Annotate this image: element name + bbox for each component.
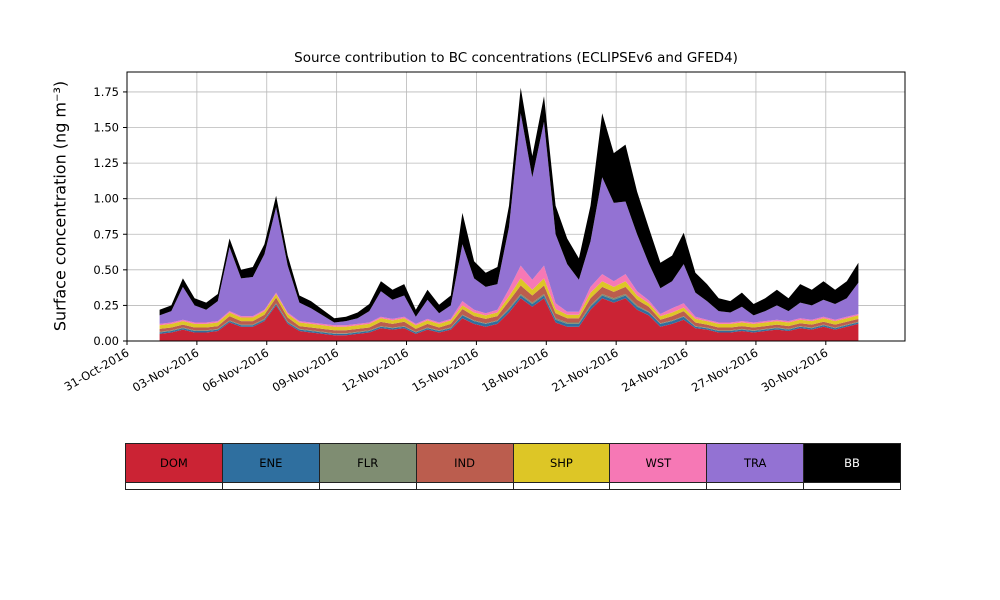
legend-item-bb: BB	[804, 444, 900, 482]
y-tick-label: 1.50	[93, 121, 119, 135]
y-tick-label: 0.00	[93, 334, 119, 348]
area-BB	[159, 87, 859, 323]
y-tick-label: 1.25	[93, 156, 119, 170]
legend-label-ene: ENE	[259, 456, 283, 470]
area-IND	[159, 285, 859, 334]
legend-spacer	[416, 482, 514, 489]
legend-spacer	[513, 482, 611, 489]
legend-label-tra: TRA	[743, 456, 767, 470]
chart-title: Source contribution to BC concentrations…	[294, 50, 738, 66]
y-tick-label: 0.75	[93, 227, 119, 241]
x-tick-label: 27-Nov-2016	[689, 345, 760, 394]
legend-label-ind: IND	[454, 456, 475, 470]
x-tick-label: 03-Nov-2016	[130, 345, 201, 394]
area-SHP	[159, 278, 859, 331]
legend-spacer	[126, 482, 223, 489]
plot-border	[126, 71, 906, 342]
y-tick-label: 0.50	[93, 263, 119, 277]
legend-spacer-row	[126, 482, 900, 489]
area-DOM	[159, 298, 859, 341]
y-tick-label: 0.25	[93, 298, 119, 312]
legend-label-flr: FLR	[357, 456, 379, 470]
legend-spacer	[707, 482, 805, 489]
x-tick-label: 09-Nov-2016	[270, 345, 341, 394]
x-tick-label: 15-Nov-2016	[410, 345, 481, 394]
x-tick-label: 21-Nov-2016	[549, 345, 620, 394]
legend-label-dom: DOM	[160, 456, 188, 470]
legend-color-row: DOM ENE FLR IND SHP WST TRA BB	[126, 444, 900, 482]
y-tick-label: 1.00	[93, 192, 119, 206]
legend-spacer	[610, 482, 708, 489]
legend-item-wst: WST	[610, 444, 708, 482]
y-tick-label: 1.75	[93, 85, 119, 99]
legend-spacer	[319, 482, 417, 489]
x-tick-label: 12-Nov-2016	[340, 345, 411, 394]
stacked-area-chart: 0.00 0.25 0.50 0.75 1.00 1.25 1.50 1.75 31-Oct-2…	[62, 71, 906, 395]
legend: DOM ENE FLR IND SHP WST TRA BB	[125, 443, 901, 490]
x-tick-label: 24-Nov-2016	[619, 345, 690, 394]
x-tick-label: 18-Nov-2016	[479, 345, 550, 394]
legend-item-shp: SHP	[513, 444, 611, 482]
y-axis-label: Surface concentration (ng m⁻³)	[50, 80, 70, 332]
legend-label-shp: SHP	[549, 456, 573, 470]
legend-item-dom: DOM	[126, 444, 223, 482]
legend-label-bb: BB	[844, 456, 860, 470]
legend-item-tra: TRA	[707, 444, 805, 482]
legend-label-wst: WST	[645, 456, 672, 470]
x-tick-label: 31-Oct-2016	[62, 345, 132, 393]
legend-item-flr: FLR	[319, 444, 417, 482]
legend-spacer	[804, 482, 900, 489]
area-TRA	[159, 113, 859, 326]
x-tick-label: 06-Nov-2016	[200, 345, 271, 394]
x-tick-label: 30-Nov-2016	[759, 345, 830, 394]
legend-item-ind: IND	[416, 444, 514, 482]
legend-spacer	[222, 482, 320, 489]
legend-item-ene: ENE	[222, 444, 320, 482]
